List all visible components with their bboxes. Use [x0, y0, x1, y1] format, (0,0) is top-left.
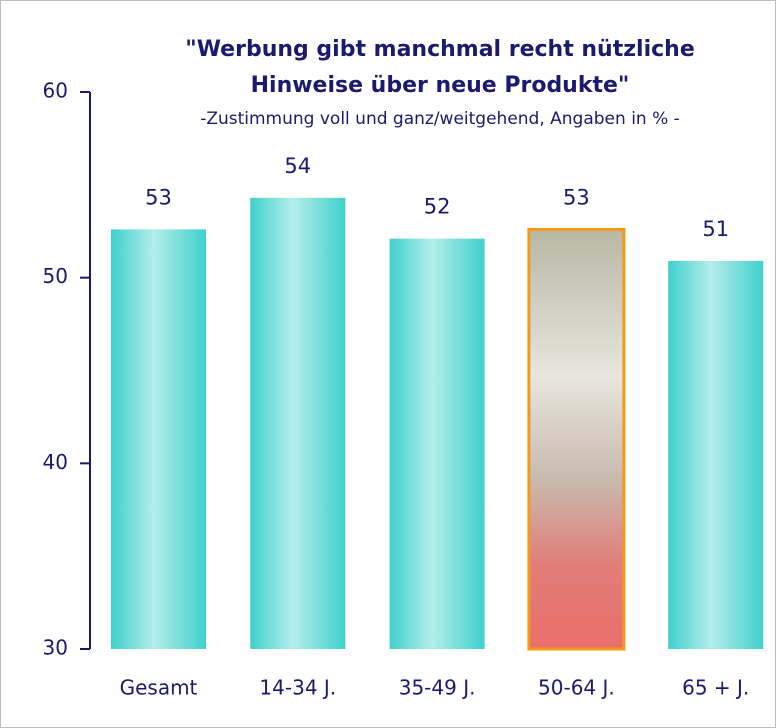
- bar: [668, 261, 763, 649]
- chart: "Werbung gibt manchmal recht nützliche H…: [0, 0, 776, 728]
- chart-subtitle: -Zustimmung voll und ganz/weitgehend, An…: [200, 109, 680, 129]
- value-label: 51: [702, 217, 729, 241]
- bar: [250, 198, 345, 649]
- x-tick-label: 50-64 J.: [538, 676, 615, 700]
- bar: [529, 229, 624, 649]
- x-tick-label: 65 + J.: [682, 676, 749, 700]
- y-tick-label: 40: [43, 450, 68, 474]
- chart-title: "Werbung gibt manchmal recht nützliche: [185, 37, 695, 62]
- value-label: 53: [145, 185, 172, 209]
- chart-title: Hinweise über neue Produkte": [251, 73, 630, 98]
- y-tick-label: 50: [43, 264, 68, 288]
- x-tick-label: 14-34 J.: [259, 676, 336, 700]
- bar: [111, 229, 206, 649]
- value-label: 54: [284, 154, 311, 178]
- value-label: 52: [424, 195, 451, 219]
- y-tick-label: 60: [43, 79, 68, 103]
- value-label: 53: [563, 185, 590, 209]
- bar: [390, 239, 485, 649]
- x-tick-label: Gesamt: [120, 676, 198, 700]
- x-tick-label: 35-49 J.: [399, 676, 476, 700]
- y-tick-label: 30: [43, 636, 68, 660]
